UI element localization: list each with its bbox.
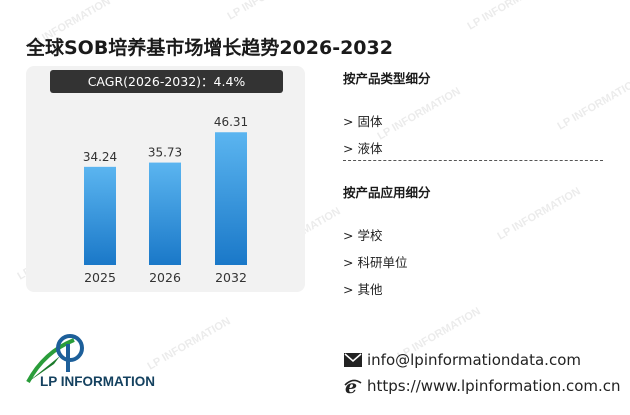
segment-item: > 学校	[343, 228, 383, 243]
data-label: 34.24	[83, 150, 117, 164]
segment-heading-type: 按产品类型细分	[343, 71, 431, 86]
bar-2025	[84, 166, 116, 265]
data-label: 35.73	[148, 146, 182, 160]
contact-website[interactable]: e https://www.lpinformation.com.cn	[343, 377, 621, 395]
segment-item: > 科研单位	[343, 255, 408, 270]
data-label: 46.31	[214, 115, 248, 129]
category-label: 2032	[215, 270, 247, 285]
logo-text: LP INFORMATION	[40, 374, 155, 389]
category-label: 2026	[149, 270, 181, 285]
bar-chart: 34.24 2025 35.73 2026 46.31 2032	[83, 115, 248, 285]
segment-by-application: 按产品应用细分 > 学校 > 科研单位 > 其他	[343, 182, 605, 298]
svg-text:e: e	[345, 377, 357, 395]
segment-by-type: 按产品类型细分 > 固体 > 液体	[343, 68, 605, 157]
bar-2026	[149, 162, 181, 265]
watermark-text: LP INFORMATION	[466, 0, 553, 33]
segment-heading-application: 按产品应用细分	[343, 185, 431, 200]
ie-browser-icon: e	[343, 377, 363, 395]
cagr-badge: CAGR(2026-2032)：4.4%	[50, 70, 283, 93]
email-link[interactable]: info@lpinformationdata.com	[367, 351, 581, 369]
envelope-icon	[343, 351, 363, 369]
category-label: 2025	[84, 270, 116, 285]
lp-logo	[26, 334, 84, 383]
section-divider	[343, 160, 603, 161]
contact-email[interactable]: info@lpinformationdata.com	[343, 351, 581, 369]
bar-2032	[215, 132, 247, 265]
website-link[interactable]: https://www.lpinformation.com.cn	[367, 377, 621, 395]
page-title: 全球SOB培养基市场增长趋势2026-2032	[26, 37, 393, 59]
segment-item: > 固体	[343, 114, 383, 129]
watermark-text: LP INFORMATION	[226, 0, 313, 23]
segment-item: > 液体	[343, 141, 383, 156]
segment-item: > 其他	[343, 282, 383, 297]
